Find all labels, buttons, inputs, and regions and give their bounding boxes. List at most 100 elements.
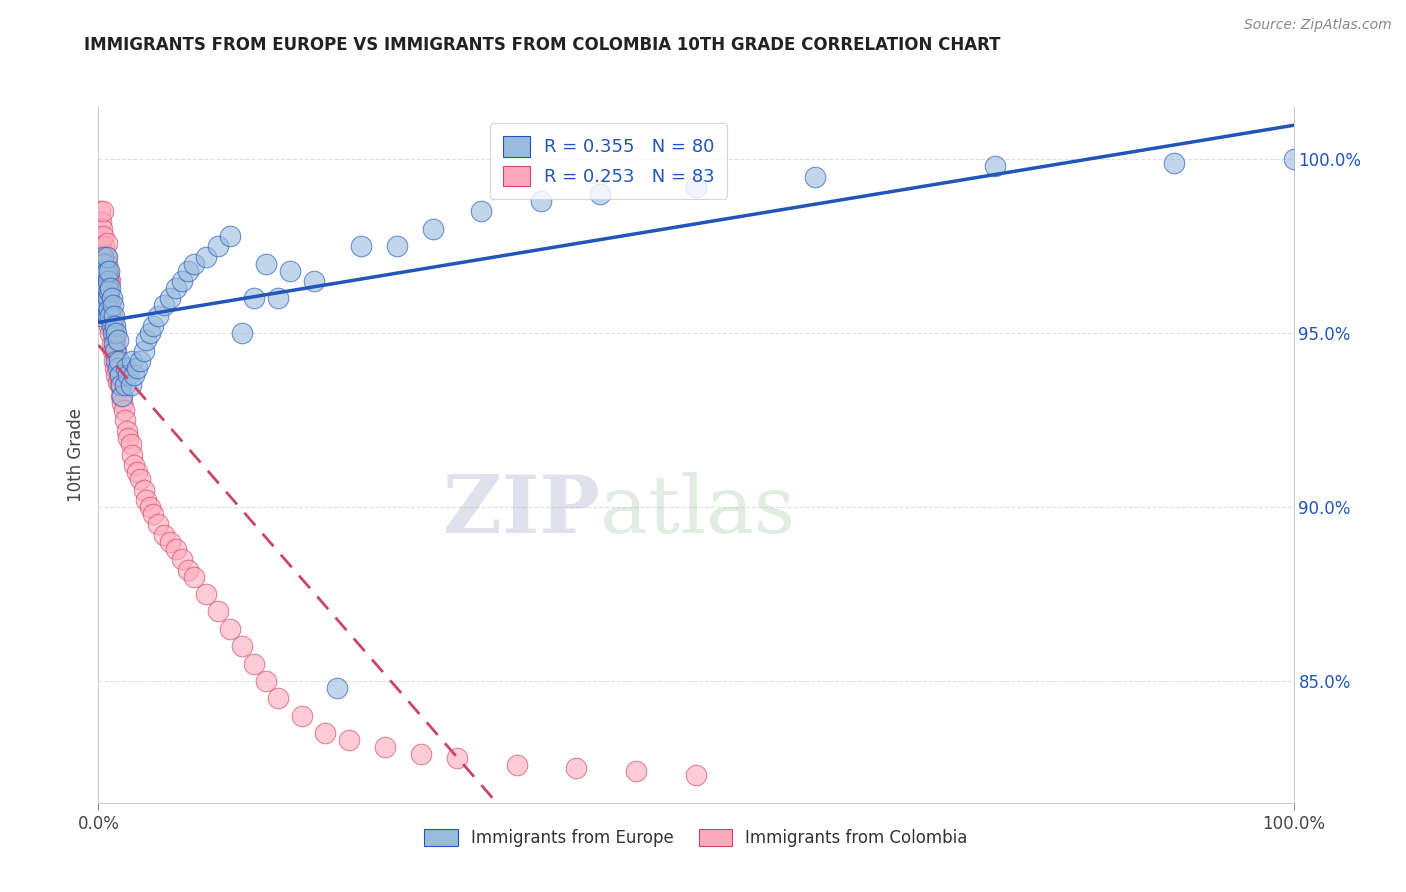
Point (195, 250, 218, 264)
Point (93, 281, 115, 295)
Point (108, 378, 131, 392)
Point (112, 402, 135, 417)
Point (97, 263, 120, 277)
Point (98, 309, 122, 323)
Point (91, 228, 114, 243)
Point (446, 750, 468, 764)
Point (685, 180, 707, 194)
Point (172, 274, 194, 288)
Point (115, 424, 138, 438)
Point (114, 378, 136, 392)
Point (98, 281, 122, 295)
Point (142, 319, 165, 334)
Point (91, 298, 114, 312)
Point (207, 239, 229, 253)
Point (177, 263, 200, 277)
Point (626, 764, 648, 779)
Point (254, 673, 277, 688)
Point (135, 333, 157, 347)
Point (98, 326, 122, 340)
Point (93, 239, 115, 253)
Point (96, 256, 118, 270)
Point (104, 343, 127, 358)
Point (219, 228, 242, 243)
Point (183, 256, 205, 270)
Point (101, 298, 124, 312)
Point (350, 239, 373, 253)
Point (159, 291, 181, 305)
Point (100, 309, 122, 323)
Point (278, 263, 301, 277)
Point (142, 507, 165, 521)
Point (1163, 155, 1185, 169)
Point (98, 298, 122, 312)
Point (104, 319, 127, 334)
Point (685, 768, 707, 782)
Point (105, 326, 128, 340)
Point (91, 285, 114, 299)
Point (589, 186, 612, 201)
Point (105, 354, 128, 368)
Point (374, 740, 396, 755)
Point (93, 298, 115, 312)
Text: ZIP: ZIP (443, 472, 600, 549)
Point (326, 681, 349, 695)
Point (172, 552, 194, 566)
Point (195, 587, 218, 601)
Point (530, 194, 553, 208)
Point (94, 267, 117, 281)
Point (89, 291, 111, 305)
Point (153, 298, 176, 312)
Point (243, 291, 266, 305)
Point (177, 563, 200, 577)
Point (101, 343, 124, 358)
Point (91, 221, 114, 235)
Point (302, 274, 325, 288)
Point (101, 326, 124, 340)
Point (91, 250, 114, 264)
Point (98, 263, 121, 277)
Text: IMMIGRANTS FROM EUROPE VS IMMIGRANTS FROM COLOMBIA 10TH GRADE CORRELATION CHART: IMMIGRANTS FROM EUROPE VS IMMIGRANTS FRO… (84, 36, 1001, 54)
Point (159, 534, 181, 549)
Point (90, 215, 112, 229)
Point (97, 291, 120, 305)
Point (98, 291, 121, 305)
Point (107, 368, 129, 382)
Point (98, 274, 122, 288)
Point (96, 298, 118, 312)
Point (96, 250, 118, 264)
Point (98, 319, 121, 334)
Point (101, 319, 124, 334)
Point (97, 285, 120, 299)
Point (93, 291, 115, 305)
Point (103, 326, 125, 340)
Point (148, 517, 170, 532)
Point (94, 298, 117, 312)
Point (91, 204, 114, 219)
Point (422, 221, 444, 235)
Point (243, 657, 266, 671)
Point (96, 281, 118, 295)
Point (121, 448, 143, 462)
Point (267, 291, 290, 305)
Point (984, 159, 1007, 173)
Point (110, 378, 132, 392)
Point (91, 274, 114, 288)
Point (94, 250, 117, 264)
Point (129, 472, 152, 486)
Point (115, 360, 138, 375)
Point (120, 378, 142, 392)
Legend: Immigrants from Europe, Immigrants from Colombia: Immigrants from Europe, Immigrants from … (415, 819, 977, 857)
Point (94, 288, 117, 302)
Point (100, 319, 122, 334)
Point (183, 569, 205, 583)
Point (120, 437, 142, 451)
Point (105, 368, 128, 382)
Point (105, 343, 128, 358)
Point (125, 360, 148, 375)
Point (90, 239, 112, 253)
Point (267, 691, 290, 706)
Point (124, 368, 146, 382)
Point (111, 389, 134, 403)
Point (96, 235, 118, 250)
